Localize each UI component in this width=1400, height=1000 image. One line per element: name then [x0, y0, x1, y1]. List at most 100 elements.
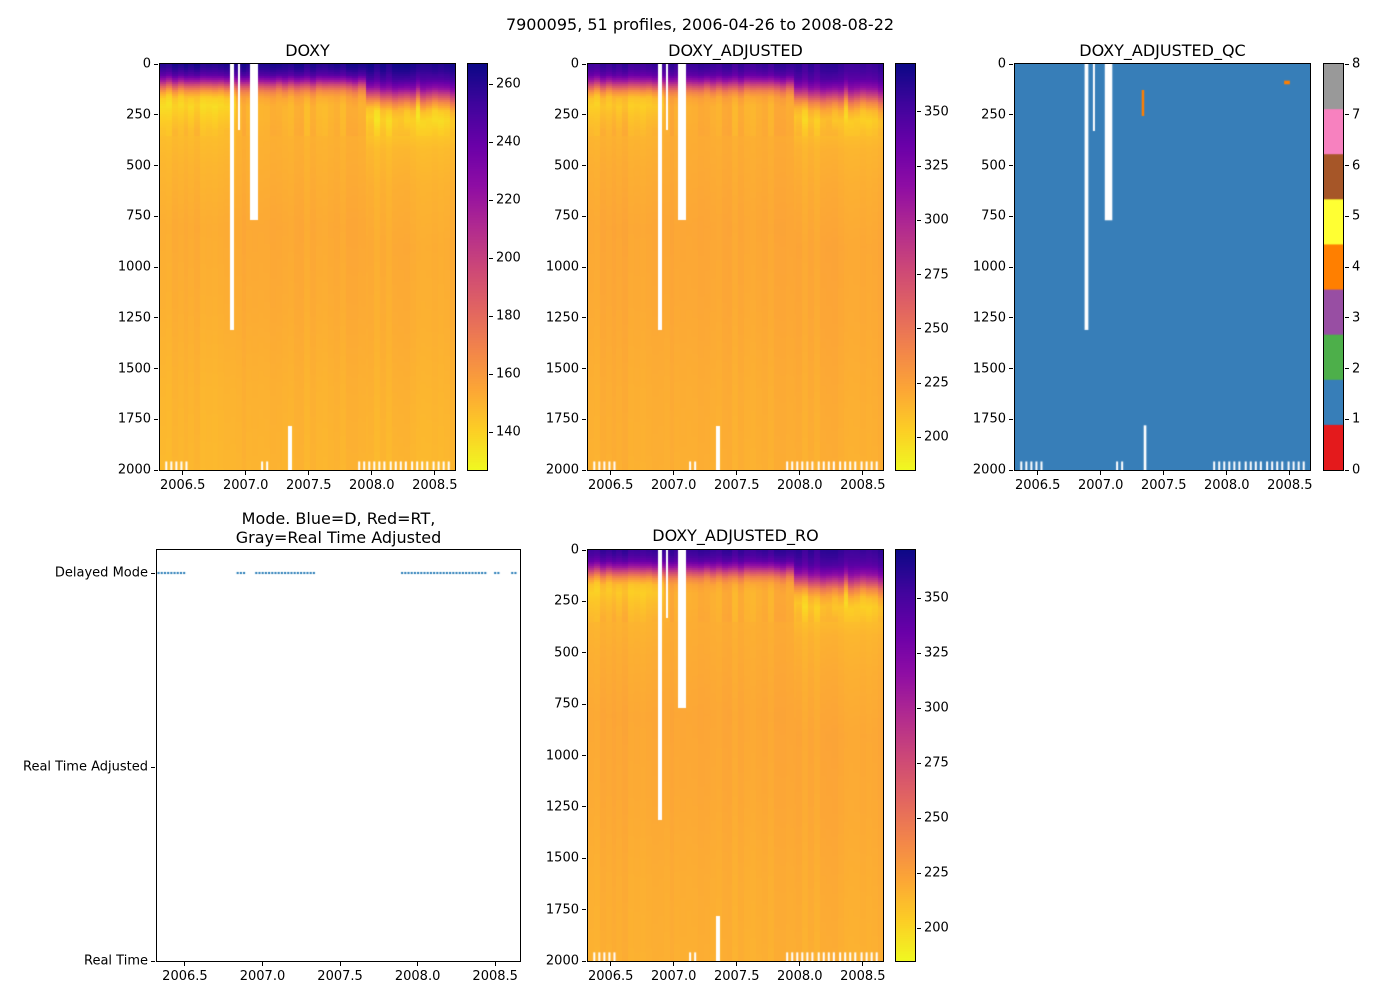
colorbar-tick-label: 220 [496, 192, 521, 208]
colorbar-tick-label: 275 [924, 267, 949, 283]
x-tick [308, 471, 310, 475]
doxy-adjusted-qc-axes [1014, 63, 1311, 471]
x-tick [862, 471, 864, 475]
x-tick-label: 2008.0 [777, 969, 823, 984]
x-tick-label: 2007.5 [286, 478, 332, 493]
y-tick [154, 165, 158, 166]
x-tick-label: 2007.0 [1077, 478, 1124, 493]
y-tick [582, 857, 586, 859]
colorbar-tick-label: 250 [924, 321, 949, 337]
colorbar-tick-label: 350 [924, 590, 949, 606]
doxy-adjusted-axes [587, 63, 884, 471]
y-tick [582, 114, 586, 116]
colorbar-tick-label: 4 [1352, 259, 1361, 275]
colorbar-tick-label: 200 [496, 250, 521, 266]
colorbar-tick-label: 225 [924, 865, 949, 881]
colorbar-tick [1345, 368, 1349, 369]
x-tick-label: 2008.5 [1267, 478, 1313, 493]
x-tick [434, 471, 436, 475]
y-tick-label: 1500 [545, 361, 579, 376]
colorbar-tick-label: 240 [496, 134, 521, 150]
colorbar-tick [917, 927, 921, 929]
x-tick [417, 962, 419, 966]
y-tick [582, 549, 586, 551]
mode-axes [156, 549, 521, 962]
x-tick-label: 2008.5 [840, 478, 886, 493]
colorbar-tick-label: 260 [496, 76, 521, 92]
colorbar-tick [917, 382, 921, 384]
y-tick-label: 1250 [545, 310, 579, 326]
y-tick [154, 469, 158, 471]
y-tick-label: 1000 [545, 259, 579, 275]
colorbar-tick [917, 817, 921, 819]
x-tick-label: 2008.0 [777, 478, 823, 493]
colorbar-tick [489, 315, 493, 317]
y-tick [1009, 266, 1013, 268]
y-tick-label: 250 [126, 107, 151, 123]
colorbar-tick [1345, 469, 1349, 471]
colorbar-tick-label: 325 [924, 158, 949, 174]
doxy-adjusted-qc-colorbar [1324, 64, 1343, 470]
y-tick-label: 1750 [972, 411, 1006, 427]
colorbar-tick-label: 300 [924, 212, 949, 228]
colorbar-tick [1345, 266, 1349, 268]
axes-title-doxy-adjusted: DOXY_ADJUSTED [668, 41, 803, 60]
doxy-adjusted-qc-heatmap [1015, 64, 1310, 470]
y-tick-label: 500 [554, 645, 579, 661]
x-tick-label: 2008.0 [349, 478, 395, 493]
x-tick [1037, 471, 1039, 475]
axes-title-doxy: DOXY [285, 41, 330, 60]
x-tick [610, 962, 612, 966]
x-tick-label: 2006.5 [587, 478, 634, 493]
y-tick [154, 63, 158, 65]
y-tick [154, 266, 158, 268]
y-tick-label: 1500 [545, 850, 579, 866]
y-tick-label: 2000 [972, 462, 1006, 478]
x-tick-label: 2008.0 [1204, 478, 1250, 493]
x-tick-label: 2006.5 [587, 969, 634, 984]
x-tick [673, 962, 675, 966]
y-tick-label: 0 [570, 56, 579, 72]
colorbar-tick [489, 431, 493, 433]
y-tick [1009, 418, 1013, 420]
axes-title-mode-line2: Gray=Real Time Adjusted [235, 528, 442, 547]
x-tick [1226, 471, 1228, 475]
colorbar-tick [489, 257, 493, 259]
colorbar-tick-label: 200 [924, 920, 949, 936]
colorbar-tick-label: 140 [496, 424, 521, 440]
x-tick [736, 471, 738, 475]
colorbar-tick [1345, 317, 1349, 319]
y-tick-label: 1500 [972, 361, 1006, 376]
colorbar-tick-label: 225 [924, 375, 949, 391]
y-tick [582, 909, 586, 911]
figure-suptitle: 7900095, 51 profiles, 2006-04-26 to 2008… [505, 15, 895, 34]
colorbar-tick [917, 652, 921, 654]
y-tick-label: 750 [554, 696, 579, 712]
y-tick [154, 418, 158, 420]
colorbar-tick [917, 436, 921, 438]
colorbar-tick [917, 328, 921, 330]
y-tick [151, 766, 155, 768]
y-tick [154, 114, 158, 116]
y-tick [1009, 63, 1013, 65]
doxy-adjusted-ro-axes [587, 549, 884, 962]
x-tick [1163, 471, 1165, 475]
y-tick-label: 750 [981, 208, 1006, 224]
colorbar-tick-label: 1 [1352, 411, 1361, 427]
colorbar-tick [1345, 63, 1349, 65]
colorbar-tick [1345, 418, 1349, 420]
y-tick [582, 755, 586, 756]
y-tick-label: 250 [554, 107, 579, 123]
y-tick [582, 600, 586, 602]
colorbar-tick-label: 325 [924, 645, 949, 661]
x-tick-label: 2008.5 [472, 969, 518, 984]
x-tick [494, 962, 496, 966]
y-tick [582, 165, 586, 166]
y-tick-label: 500 [981, 158, 1006, 173]
x-tick-label: 2007.5 [714, 478, 760, 493]
doxy-colorbar [468, 64, 487, 470]
colorbar-tick-label: 200 [924, 429, 949, 445]
y-tick [582, 652, 586, 654]
doxy-adjusted-heatmap [588, 64, 883, 470]
y-tick [154, 215, 158, 217]
